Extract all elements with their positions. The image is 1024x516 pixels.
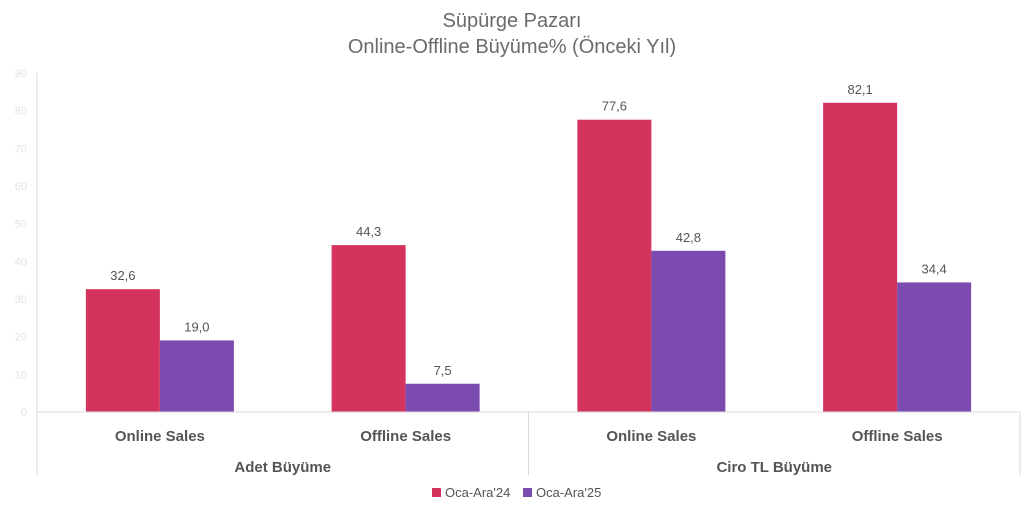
y-tick-label: 20 (15, 332, 27, 344)
bar-series2 (159, 340, 234, 412)
axes (36, 73, 1021, 475)
data-label: 19,0 (184, 319, 209, 334)
y-tick-label: 30 (15, 294, 27, 306)
data-label: 34,4 (921, 261, 946, 276)
data-label: 32,6 (110, 268, 135, 283)
legend-swatch (432, 488, 441, 497)
group-label: Ciro TL Büyüme (716, 459, 832, 476)
y-tick-label: 10 (15, 369, 27, 381)
chart-title: Süpürge Pazarı (443, 10, 582, 32)
bar-series1 (85, 289, 160, 412)
category-label: Offline Sales (852, 428, 943, 445)
chart-subtitle: Online-Offline Büyüme% (Önceki Yıl) (348, 36, 676, 58)
bar-series1 (577, 119, 652, 412)
legend-label: Oca-Ara'25 (536, 485, 601, 500)
group-label: Adet Büyüme (234, 459, 331, 476)
data-label: 42,8 (676, 230, 701, 245)
bars: 32,6 19,0 44,3 7,5 77,6 42,8 82,1 34,4 (85, 82, 972, 413)
legend-label: Oca-Ara'24 (445, 485, 510, 500)
bar-series1 (331, 245, 406, 412)
category-label: Online Sales (115, 428, 205, 445)
bar-series2 (405, 383, 480, 412)
y-tick-label: 0 (21, 407, 27, 419)
category-label: Online Sales (606, 428, 696, 445)
data-label: 44,3 (356, 224, 381, 239)
y-tick-label: 80 (15, 106, 27, 118)
y-tick-label: 90 (15, 68, 27, 80)
data-label: 77,6 (602, 99, 627, 114)
y-tick-label: 70 (15, 143, 27, 155)
data-label: 82,1 (847, 82, 872, 97)
y-tick-label: 60 (15, 181, 27, 193)
legend-swatch (523, 488, 532, 497)
y-axis-ticks: 0 10 20 30 40 50 60 70 80 90 (15, 68, 27, 419)
data-label: 7,5 (434, 363, 452, 378)
y-tick-label: 50 (15, 219, 27, 231)
category-labels: Online Sales Offline Sales Online Sales Off… (115, 428, 943, 476)
category-label: Offline Sales (360, 428, 451, 445)
bar-series2 (897, 282, 972, 412)
bar-series1 (823, 102, 898, 413)
legend: Oca-Ara'24 Oca-Ara'25 (432, 485, 601, 500)
bar-series2 (651, 250, 726, 412)
y-tick-label: 40 (15, 256, 27, 268)
